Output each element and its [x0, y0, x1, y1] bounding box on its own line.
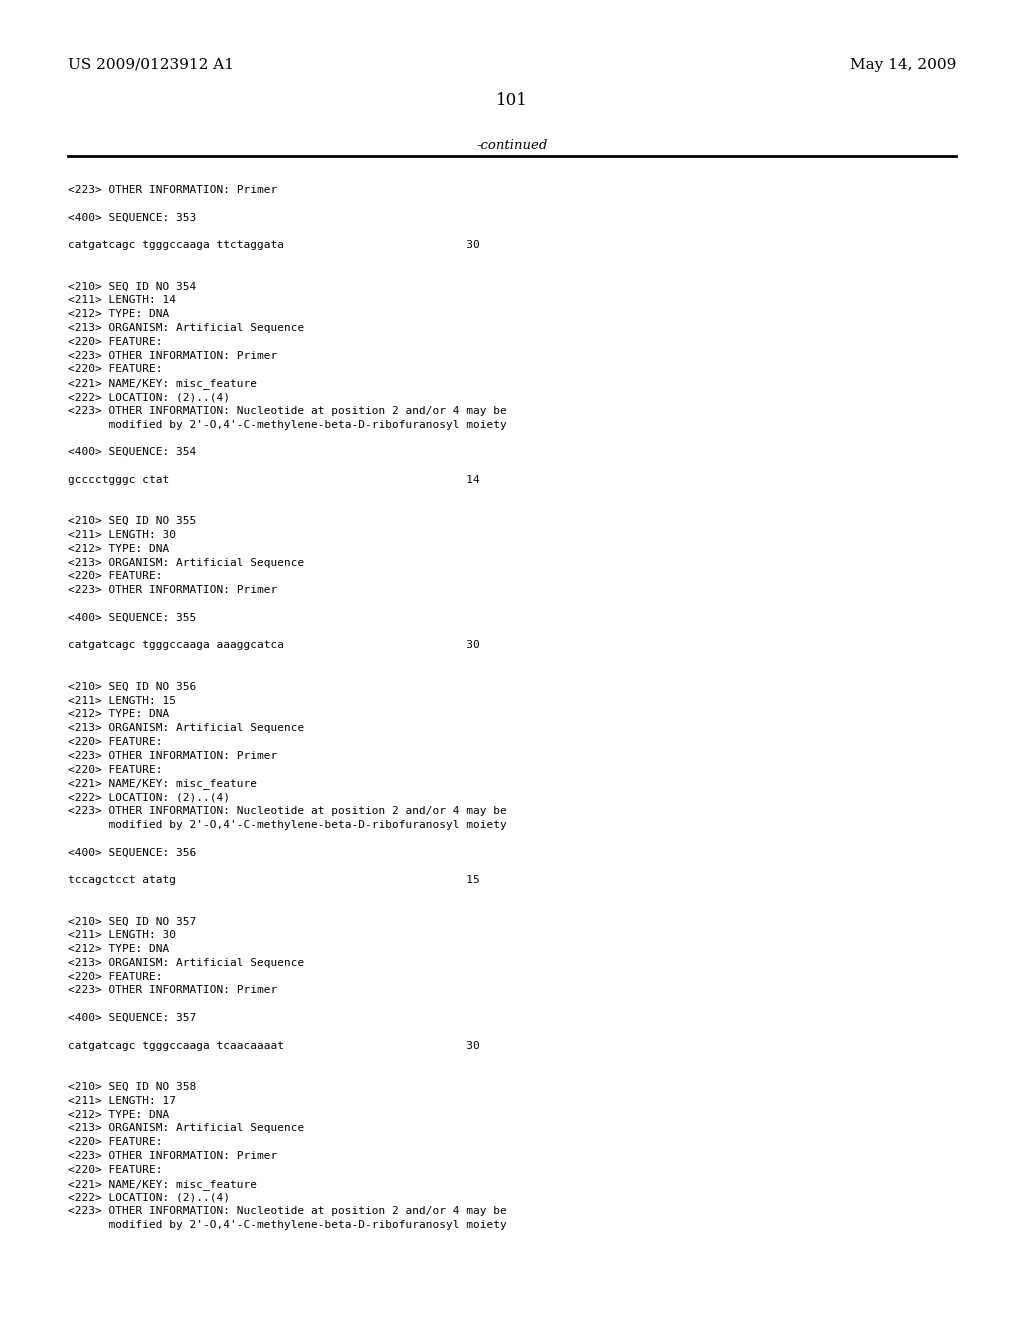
- Text: <220> FEATURE:: <220> FEATURE:: [68, 572, 163, 581]
- Text: <212> TYPE: DNA: <212> TYPE: DNA: [68, 309, 169, 319]
- Text: 101: 101: [496, 92, 528, 110]
- Text: <213> ORGANISM: Artificial Sequence: <213> ORGANISM: Artificial Sequence: [68, 1123, 304, 1134]
- Text: modified by 2'-O,4'-C-methylene-beta-D-ribofuranosyl moiety: modified by 2'-O,4'-C-methylene-beta-D-r…: [68, 1220, 507, 1230]
- Text: <212> TYPE: DNA: <212> TYPE: DNA: [68, 1110, 169, 1119]
- Text: <400> SEQUENCE: 357: <400> SEQUENCE: 357: [68, 1012, 197, 1023]
- Text: <223> OTHER INFORMATION: Primer: <223> OTHER INFORMATION: Primer: [68, 751, 278, 760]
- Text: <210> SEQ ID NO 357: <210> SEQ ID NO 357: [68, 916, 197, 927]
- Text: tccagctcct atatg                                           15: tccagctcct atatg 15: [68, 875, 480, 884]
- Text: <400> SEQUENCE: 354: <400> SEQUENCE: 354: [68, 447, 197, 457]
- Text: <223> OTHER INFORMATION: Primer: <223> OTHER INFORMATION: Primer: [68, 585, 278, 595]
- Text: <221> NAME/KEY: misc_feature: <221> NAME/KEY: misc_feature: [68, 1179, 257, 1189]
- Text: <210> SEQ ID NO 354: <210> SEQ ID NO 354: [68, 281, 197, 292]
- Text: <220> FEATURE:: <220> FEATURE:: [68, 364, 163, 375]
- Text: <210> SEQ ID NO 355: <210> SEQ ID NO 355: [68, 516, 197, 527]
- Text: catgatcagc tgggccaaga tcaacaaaat                           30: catgatcagc tgggccaaga tcaacaaaat 30: [68, 1040, 480, 1051]
- Text: <211> LENGTH: 30: <211> LENGTH: 30: [68, 531, 176, 540]
- Text: <210> SEQ ID NO 358: <210> SEQ ID NO 358: [68, 1082, 197, 1092]
- Text: <223> OTHER INFORMATION: Primer: <223> OTHER INFORMATION: Primer: [68, 986, 278, 995]
- Text: <223> OTHER INFORMATION: Nucleotide at position 2 and/or 4 may be: <223> OTHER INFORMATION: Nucleotide at p…: [68, 807, 507, 816]
- Text: <213> ORGANISM: Artificial Sequence: <213> ORGANISM: Artificial Sequence: [68, 723, 304, 733]
- Text: -continued: -continued: [476, 139, 548, 152]
- Text: <222> LOCATION: (2)..(4): <222> LOCATION: (2)..(4): [68, 392, 230, 403]
- Text: <222> LOCATION: (2)..(4): <222> LOCATION: (2)..(4): [68, 792, 230, 803]
- Text: <223> OTHER INFORMATION: Primer: <223> OTHER INFORMATION: Primer: [68, 1151, 278, 1162]
- Text: catgatcagc tgggccaaga ttctaggata                           30: catgatcagc tgggccaaga ttctaggata 30: [68, 240, 480, 251]
- Text: <213> ORGANISM: Artificial Sequence: <213> ORGANISM: Artificial Sequence: [68, 958, 304, 968]
- Text: US 2009/0123912 A1: US 2009/0123912 A1: [68, 58, 234, 73]
- Text: <221> NAME/KEY: misc_feature: <221> NAME/KEY: misc_feature: [68, 379, 257, 389]
- Text: <210> SEQ ID NO 356: <210> SEQ ID NO 356: [68, 682, 197, 692]
- Text: <212> TYPE: DNA: <212> TYPE: DNA: [68, 544, 169, 554]
- Text: <211> LENGTH: 30: <211> LENGTH: 30: [68, 931, 176, 940]
- Text: <211> LENGTH: 15: <211> LENGTH: 15: [68, 696, 176, 706]
- Text: <220> FEATURE:: <220> FEATURE:: [68, 737, 163, 747]
- Text: <220> FEATURE:: <220> FEATURE:: [68, 764, 163, 775]
- Text: May 14, 2009: May 14, 2009: [850, 58, 956, 73]
- Text: gcccctgggc ctat                                            14: gcccctgggc ctat 14: [68, 475, 480, 484]
- Text: <223> OTHER INFORMATION: Primer: <223> OTHER INFORMATION: Primer: [68, 351, 278, 360]
- Text: <223> OTHER INFORMATION: Nucleotide at position 2 and/or 4 may be: <223> OTHER INFORMATION: Nucleotide at p…: [68, 1206, 507, 1216]
- Text: <221> NAME/KEY: misc_feature: <221> NAME/KEY: misc_feature: [68, 779, 257, 789]
- Text: <211> LENGTH: 14: <211> LENGTH: 14: [68, 296, 176, 305]
- Text: <400> SEQUENCE: 353: <400> SEQUENCE: 353: [68, 213, 197, 223]
- Text: <212> TYPE: DNA: <212> TYPE: DNA: [68, 709, 169, 719]
- Text: <212> TYPE: DNA: <212> TYPE: DNA: [68, 944, 169, 954]
- Text: catgatcagc tgggccaaga aaaggcatca                           30: catgatcagc tgggccaaga aaaggcatca 30: [68, 640, 480, 651]
- Text: <400> SEQUENCE: 356: <400> SEQUENCE: 356: [68, 847, 197, 858]
- Text: <220> FEATURE:: <220> FEATURE:: [68, 337, 163, 347]
- Text: modified by 2'-O,4'-C-methylene-beta-D-ribofuranosyl moiety: modified by 2'-O,4'-C-methylene-beta-D-r…: [68, 820, 507, 830]
- Text: <211> LENGTH: 17: <211> LENGTH: 17: [68, 1096, 176, 1106]
- Text: <220> FEATURE:: <220> FEATURE:: [68, 1164, 163, 1175]
- Text: <222> LOCATION: (2)..(4): <222> LOCATION: (2)..(4): [68, 1192, 230, 1203]
- Text: <220> FEATURE:: <220> FEATURE:: [68, 1138, 163, 1147]
- Text: modified by 2'-O,4'-C-methylene-beta-D-ribofuranosyl moiety: modified by 2'-O,4'-C-methylene-beta-D-r…: [68, 420, 507, 429]
- Text: <213> ORGANISM: Artificial Sequence: <213> ORGANISM: Artificial Sequence: [68, 323, 304, 333]
- Text: <400> SEQUENCE: 355: <400> SEQUENCE: 355: [68, 612, 197, 623]
- Text: <213> ORGANISM: Artificial Sequence: <213> ORGANISM: Artificial Sequence: [68, 557, 304, 568]
- Text: <220> FEATURE:: <220> FEATURE:: [68, 972, 163, 982]
- Text: <223> OTHER INFORMATION: Primer: <223> OTHER INFORMATION: Primer: [68, 185, 278, 195]
- Text: <223> OTHER INFORMATION: Nucleotide at position 2 and/or 4 may be: <223> OTHER INFORMATION: Nucleotide at p…: [68, 405, 507, 416]
